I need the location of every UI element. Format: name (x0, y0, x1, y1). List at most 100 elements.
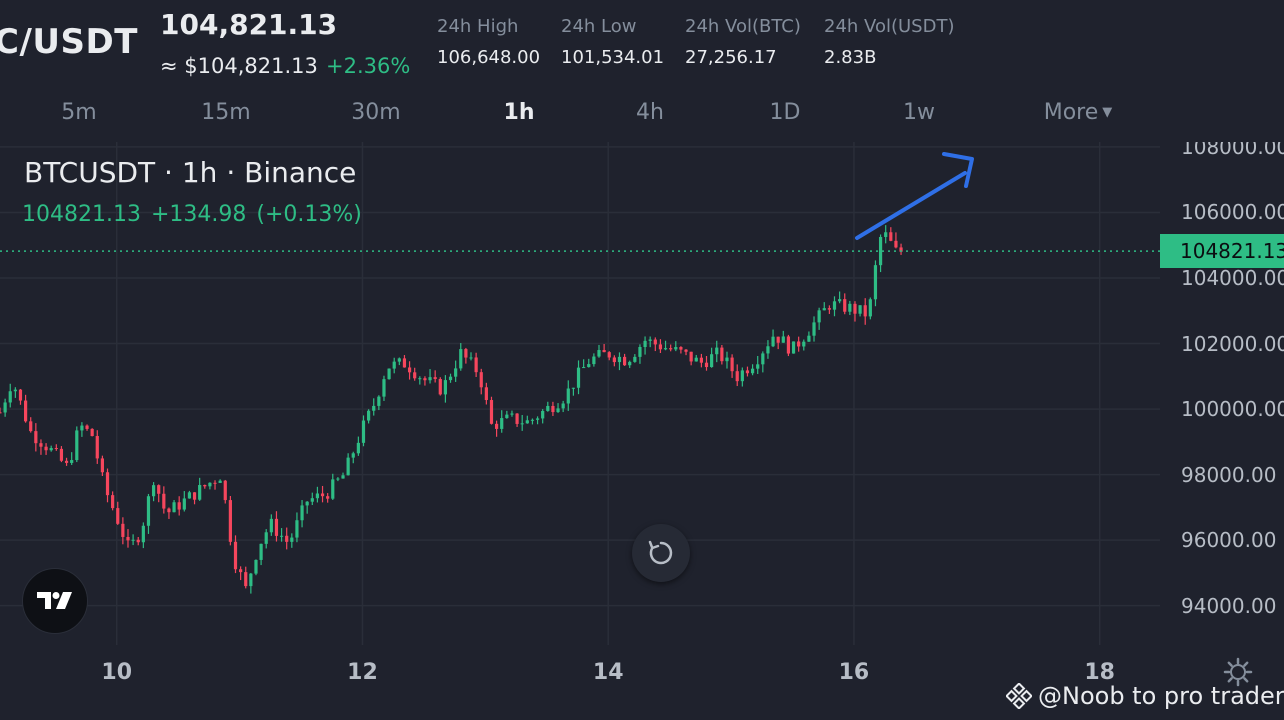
candle-body (407, 367, 412, 373)
candle-body (172, 502, 176, 513)
tab-interval-1h[interactable]: 1h (503, 100, 535, 125)
candle-body (59, 448, 64, 461)
candle-body (269, 518, 273, 533)
candle-body (346, 457, 350, 476)
candle-body (295, 520, 299, 538)
candle-body (44, 446, 48, 451)
candle-body (873, 265, 878, 300)
candle-body (310, 498, 314, 502)
candle-body (704, 362, 709, 368)
candle-body (566, 388, 570, 404)
candle-body (484, 387, 488, 401)
tradingview-logo-icon[interactable] (22, 568, 88, 634)
price-change-percent: +2.36% (326, 54, 411, 78)
candle-body (75, 430, 79, 461)
candle-body (459, 349, 463, 369)
candle-body (448, 376, 453, 381)
candle-body (264, 532, 268, 544)
candle-body (213, 482, 217, 484)
candle-body (725, 357, 729, 362)
candle-body (761, 353, 765, 365)
stat-24h-vol-usdt: 24h Vol(USDT) 2.83B (824, 16, 954, 68)
trend-arrow-icon[interactable] (855, 152, 974, 240)
candle-body (530, 419, 535, 421)
candle-body (315, 493, 320, 499)
candle-body (500, 418, 504, 429)
candle-body (766, 346, 770, 354)
candle-body (70, 460, 74, 463)
candle-body (192, 492, 197, 500)
candle-body (638, 347, 642, 357)
candle-body (177, 502, 181, 510)
candle-body (622, 356, 627, 366)
candle-body (157, 485, 161, 494)
candle-body (730, 357, 734, 372)
watermark-text: @Noob to pro trader (1038, 682, 1284, 710)
tab-interval-15m[interactable]: 15m (201, 100, 251, 125)
candle-body (561, 403, 565, 409)
tab-interval-1w[interactable]: 1w (903, 100, 935, 125)
stat-label: 24h High (437, 16, 519, 37)
candlestick-chart[interactable] (0, 142, 1160, 645)
candle-body (361, 420, 366, 443)
tab-interval-more[interactable]: More ▼ (1044, 100, 1113, 125)
stat-24h-low: 24h Low 101,534.01 (561, 16, 664, 68)
reset-chart-button[interactable] (632, 524, 690, 582)
candle-body (745, 370, 750, 374)
candle-body (121, 523, 125, 537)
candle-body (633, 356, 637, 362)
candle-body (715, 347, 719, 355)
candle-body (505, 414, 509, 419)
tab-interval-4h[interactable]: 4h (636, 100, 664, 125)
candle-body (894, 240, 898, 248)
tab-interval-30m[interactable]: 30m (351, 100, 401, 125)
candle-body (607, 352, 611, 358)
reset-chart-icon (648, 540, 673, 565)
candle-body (843, 299, 847, 312)
tab-interval-5m[interactable]: 5m (61, 100, 97, 125)
candle-body (674, 347, 678, 350)
candle-body (146, 496, 151, 526)
candle-body (331, 479, 335, 499)
legend-close: 104821.13 (22, 202, 141, 227)
time-axis-tick: 14 (592, 660, 624, 685)
stat-value: 106,648.00 (437, 47, 541, 68)
candle-body (863, 305, 867, 317)
candle-body (105, 472, 110, 496)
time-axis-tick: 10 (101, 660, 133, 685)
price-axis[interactable]: 94000.00 96000.00 98000.00 100000.00 102000.… (1160, 142, 1284, 645)
candle-body (469, 357, 473, 359)
candle-body (382, 379, 386, 397)
candle-body (300, 505, 304, 521)
candle-body (679, 347, 683, 350)
candle-body (612, 357, 616, 363)
candle-body (95, 436, 99, 459)
candle-body (0, 412, 2, 414)
candle-body (571, 387, 575, 389)
trading-pair-title[interactable]: C/USDT (0, 22, 138, 62)
candle-body (23, 400, 28, 422)
candle-body (515, 413, 519, 424)
candle-body (151, 485, 156, 497)
candle-body (541, 410, 545, 419)
candle-body (203, 485, 207, 487)
settings-gear-icon[interactable] (1222, 656, 1254, 688)
candle-body (141, 525, 145, 543)
candle-body (356, 442, 360, 454)
candle-body (597, 350, 601, 357)
candle-body (587, 364, 591, 368)
candle-body (233, 541, 238, 570)
chart-plot-area[interactable] (0, 142, 1160, 645)
stat-label: 24h Vol(USDT) (824, 16, 955, 37)
candle-body (182, 498, 186, 510)
tab-interval-1d[interactable]: 1D (769, 100, 801, 125)
candle-body (832, 301, 837, 310)
candle-body (592, 356, 596, 365)
candle-body (525, 420, 529, 424)
candle-body (663, 348, 668, 350)
candle-body (878, 236, 883, 266)
price-axis-tick: 100000.00 (1181, 397, 1284, 422)
stat-value: 27,256.17 (685, 47, 777, 68)
candle-body (187, 492, 192, 499)
candle-body (377, 396, 381, 406)
